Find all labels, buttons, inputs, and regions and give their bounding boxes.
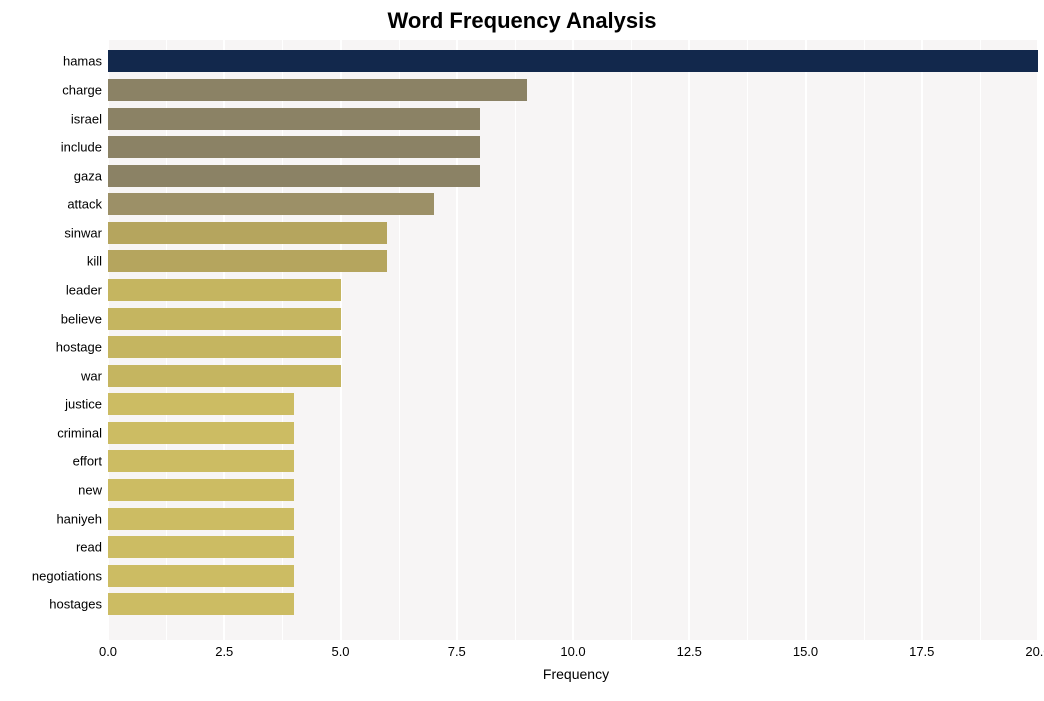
bar: [108, 336, 341, 358]
bar: [108, 193, 434, 215]
y-tick-label: include: [2, 140, 102, 155]
gridline-minor: [399, 40, 400, 640]
y-tick-label: new: [2, 483, 102, 498]
y-tick-label: justice: [2, 397, 102, 412]
y-tick-label: sinwar: [2, 225, 102, 240]
y-tick-label: gaza: [2, 168, 102, 183]
gridline-minor: [515, 40, 516, 640]
gridline-major: [572, 40, 574, 640]
y-tick-label: attack: [2, 197, 102, 212]
x-tick-label: 7.5: [448, 644, 466, 659]
gridline-minor: [980, 40, 981, 640]
gridline-minor: [864, 40, 865, 640]
y-tick-label: israel: [2, 111, 102, 126]
y-tick-label: hostage: [2, 340, 102, 355]
bar: [108, 508, 294, 530]
bar: [108, 108, 480, 130]
bar: [108, 50, 1038, 72]
gridline-major: [688, 40, 690, 640]
bar: [108, 536, 294, 558]
x-tick-label: 0.0: [99, 644, 117, 659]
bar: [108, 250, 387, 272]
x-tick-label: 20.0: [1025, 644, 1044, 659]
bar: [108, 450, 294, 472]
x-tick-label: 12.5: [677, 644, 702, 659]
y-tick-label: war: [2, 368, 102, 383]
x-tick-label: 10.0: [560, 644, 585, 659]
x-tick-label: 17.5: [909, 644, 934, 659]
y-tick-label: hamas: [2, 54, 102, 69]
x-tick-label: 15.0: [793, 644, 818, 659]
bar: [108, 565, 294, 587]
x-axis-label-wrap: Frequency: [0, 666, 1044, 682]
bar: [108, 479, 294, 501]
chart-title: Word Frequency Analysis: [0, 8, 1044, 34]
bar: [108, 79, 527, 101]
bar: [108, 365, 341, 387]
gridline-minor: [631, 40, 632, 640]
y-tick-label: effort: [2, 454, 102, 469]
gridline-major: [921, 40, 923, 640]
y-tick-label: kill: [2, 254, 102, 269]
gridline-major: [805, 40, 807, 640]
y-tick-label: haniyeh: [2, 511, 102, 526]
y-tick-label: negotiations: [2, 568, 102, 583]
y-tick-label: read: [2, 540, 102, 555]
bar: [108, 136, 480, 158]
x-tick-label: 2.5: [215, 644, 233, 659]
bar: [108, 308, 341, 330]
gridline-major: [456, 40, 458, 640]
x-tick-label: 5.0: [331, 644, 349, 659]
gridline-minor: [747, 40, 748, 640]
y-tick-label: believe: [2, 311, 102, 326]
bar: [108, 279, 341, 301]
y-tick-label: hostages: [2, 597, 102, 612]
x-axis-label: Frequency: [111, 666, 1041, 682]
plot-area: [108, 40, 1038, 640]
bar: [108, 222, 387, 244]
y-tick-label: leader: [2, 283, 102, 298]
bar: [108, 422, 294, 444]
chart-container: Word Frequency Analysis Frequency 0.0 2.5…: [0, 0, 1044, 701]
gridline-major: [1037, 40, 1039, 640]
bar: [108, 593, 294, 615]
bar: [108, 165, 480, 187]
y-tick-label: criminal: [2, 425, 102, 440]
bar: [108, 393, 294, 415]
y-tick-label: charge: [2, 83, 102, 98]
